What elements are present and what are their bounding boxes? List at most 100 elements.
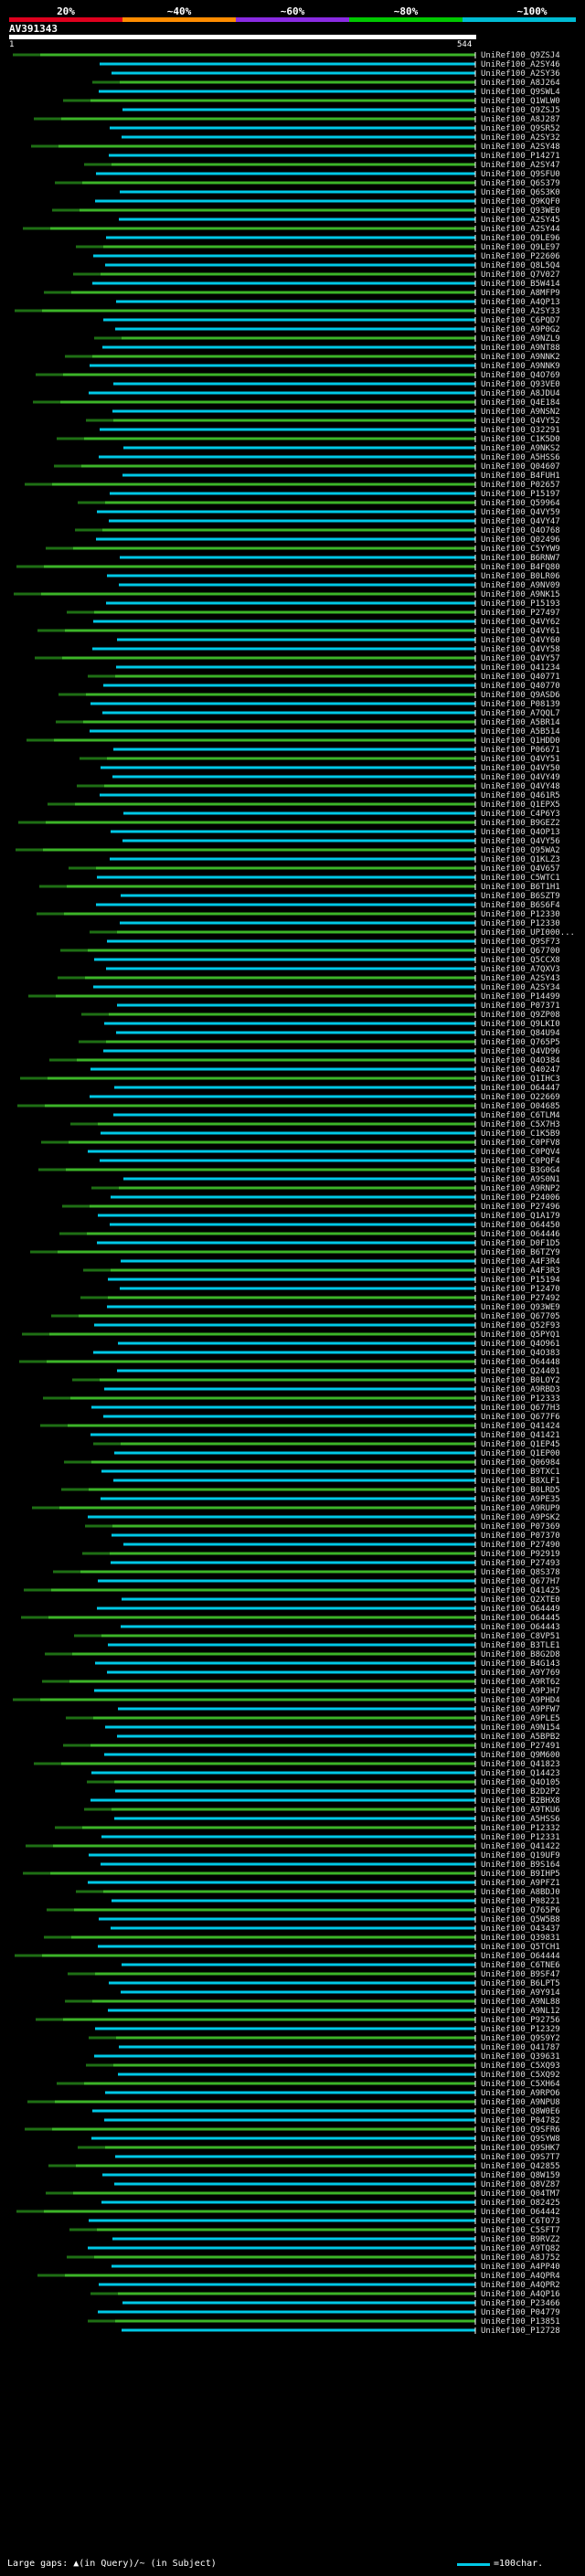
hit-label[interactable]: UniRef100_A9RBD3 — [481, 1385, 560, 1394]
hit-label[interactable]: UniRef100_A5HSS6 — [481, 1815, 560, 1824]
hit-label[interactable]: UniRef100_P13851 — [481, 2317, 560, 2327]
hit-label[interactable]: UniRef100_C6TNE6 — [481, 1961, 560, 1970]
hit-label[interactable]: UniRef100_O64442 — [481, 2208, 560, 2217]
hit-label[interactable]: UniRef100_B6SZT9 — [481, 892, 560, 901]
hit-label[interactable]: UniRef100_Q9S7T7 — [481, 2153, 560, 2162]
hit-label[interactable]: UniRef100_C4P6Y3 — [481, 810, 560, 819]
hit-label[interactable]: UniRef100_C6PQD7 — [481, 316, 560, 325]
hit-label[interactable]: UniRef100_P27491 — [481, 1742, 560, 1751]
hit-label[interactable]: UniRef100_P07371 — [481, 1002, 560, 1011]
hit-label[interactable]: UniRef100_Q4OP13 — [481, 828, 560, 837]
hit-label[interactable]: UniRef100_Q4VY48 — [481, 782, 560, 791]
hit-label[interactable]: UniRef100_B9S164 — [481, 1860, 560, 1870]
hit-label[interactable]: UniRef100_P23466 — [481, 2299, 560, 2308]
hit-label[interactable]: UniRef100_Q52F93 — [481, 1321, 560, 1330]
hit-label[interactable]: UniRef100_B8XLF1 — [481, 1477, 560, 1486]
hit-label[interactable]: UniRef100_B0LOY2 — [481, 1376, 560, 1385]
hit-label[interactable]: UniRef100_P04779 — [481, 2308, 560, 2317]
hit-label[interactable]: UniRef100_Q5PYQ1 — [481, 1330, 560, 1340]
hit-label[interactable]: UniRef100_C0PFV8 — [481, 1139, 560, 1148]
hit-label[interactable]: UniRef100_Q67700 — [481, 947, 560, 956]
hit-label[interactable]: UniRef100_A9NL12 — [481, 2007, 560, 2016]
hit-label[interactable]: UniRef100_O64445 — [481, 1614, 560, 1623]
hit-label[interactable]: UniRef100_P02657 — [481, 481, 560, 490]
hit-label[interactable]: UniRef100_O64443 — [481, 1623, 560, 1632]
hit-label[interactable]: UniRef100_P07369 — [481, 1522, 560, 1532]
hit-label[interactable]: UniRef100_B4G143 — [481, 1659, 560, 1669]
hit-label[interactable]: UniRef100_Q9LKI0 — [481, 1020, 560, 1029]
hit-label[interactable]: UniRef100_Q42855 — [481, 2162, 560, 2171]
hit-label[interactable]: UniRef100_Q8VZ87 — [481, 2180, 560, 2189]
hit-label[interactable]: UniRef100_Q4VY50 — [481, 764, 560, 773]
hit-label[interactable]: UniRef100_A8JDU4 — [481, 389, 560, 398]
hit-label[interactable]: UniRef100_A9PSK2 — [481, 1513, 560, 1522]
hit-label[interactable]: UniRef100_Q6S3K0 — [481, 188, 560, 197]
hit-label[interactable]: UniRef100_A9NZL9 — [481, 334, 560, 344]
hit-label[interactable]: UniRef100_Q04TM7 — [481, 2189, 560, 2199]
hit-label[interactable]: UniRef100_Q9LE96 — [481, 234, 560, 243]
hit-label[interactable]: UniRef100_Q4VY58 — [481, 645, 560, 654]
hit-label[interactable]: UniRef100_Q9SR52 — [481, 124, 560, 133]
hit-label[interactable]: UniRef100_Q4VY57 — [481, 654, 560, 663]
hit-label[interactable]: UniRef100_A9NPU8 — [481, 2098, 560, 2107]
hit-label[interactable]: UniRef100_A2SY36 — [481, 69, 560, 79]
hit-label[interactable]: UniRef100_A9PHD4 — [481, 1696, 560, 1705]
hit-label[interactable]: UniRef100_C0PQF4 — [481, 1157, 560, 1166]
hit-label[interactable]: UniRef100_Q39631 — [481, 2052, 560, 2062]
hit-label[interactable]: UniRef100_B3G0G4 — [481, 1166, 560, 1175]
hit-label[interactable]: UniRef100_Q5CCX8 — [481, 956, 560, 965]
hit-label[interactable]: UniRef100_B4FUH1 — [481, 472, 560, 481]
hit-label[interactable]: UniRef100_A5BR14 — [481, 718, 560, 727]
hit-label[interactable]: UniRef100_Q9SFR6 — [481, 2125, 560, 2135]
hit-label[interactable]: UniRef100_Q1WLW0 — [481, 97, 560, 106]
hit-label[interactable]: UniRef100_A9RUP9 — [481, 1504, 560, 1513]
hit-label[interactable]: UniRef100_A9PFW7 — [481, 1705, 560, 1714]
hit-label[interactable]: UniRef100_C5X7H3 — [481, 1120, 560, 1129]
hit-label[interactable]: UniRef100_B9GEZ2 — [481, 819, 560, 828]
hit-label[interactable]: UniRef100_Q4VY47 — [481, 517, 560, 526]
hit-label[interactable]: UniRef100_A4F3R3 — [481, 1267, 560, 1276]
hit-label[interactable]: UniRef100_B6T1H1 — [481, 883, 560, 892]
hit-label[interactable]: UniRef100_Q1HDD0 — [481, 737, 560, 746]
hit-label[interactable]: UniRef100_C8VP51 — [481, 1632, 560, 1641]
hit-label[interactable]: UniRef100_A2SY47 — [481, 161, 560, 170]
hit-label[interactable]: UniRef100_B9SF47 — [481, 1970, 560, 1979]
hit-label[interactable]: UniRef100_Q84U94 — [481, 1029, 560, 1038]
hit-label[interactable]: UniRef100_Q4O961 — [481, 1340, 560, 1349]
hit-label[interactable]: UniRef100_Q24401 — [481, 1367, 560, 1376]
hit-label[interactable]: UniRef100_Q1EP00 — [481, 1449, 560, 1458]
hit-label[interactable]: UniRef100_Q1KLZ3 — [481, 855, 560, 864]
hit-label[interactable]: UniRef100_O04685 — [481, 1102, 560, 1111]
hit-label[interactable]: UniRef100_A5B514 — [481, 727, 560, 737]
hit-label[interactable]: UniRef100_Q5W5B8 — [481, 1915, 560, 1924]
hit-label[interactable]: UniRef100_B2D2P2 — [481, 1787, 560, 1797]
hit-label[interactable]: UniRef100_Q93WE9 — [481, 1303, 560, 1312]
hit-label[interactable]: UniRef100_A2SY33 — [481, 307, 560, 316]
hit-label[interactable]: UniRef100_Q02496 — [481, 535, 560, 545]
hit-label[interactable]: UniRef100_A9Y914 — [481, 1988, 560, 1998]
hit-label[interactable]: UniRef100_A7QXV3 — [481, 965, 560, 974]
hit-label[interactable]: UniRef100_P24006 — [481, 1193, 560, 1203]
hit-label[interactable]: UniRef100_P07370 — [481, 1532, 560, 1541]
hit-label[interactable]: UniRef100_A2SY46 — [481, 60, 560, 69]
hit-label[interactable]: UniRef100_Q9ZP08 — [481, 1011, 560, 1020]
hit-label[interactable]: UniRef100_C5WTC1 — [481, 874, 560, 883]
hit-label[interactable]: UniRef100_Q8L5Q4 — [481, 261, 560, 270]
hit-label[interactable]: UniRef100_B9IHP5 — [481, 1870, 560, 1879]
hit-label[interactable]: UniRef100_Q93WE0 — [481, 207, 560, 216]
hit-label[interactable]: UniRef100_Q9SHK7 — [481, 2144, 560, 2153]
hit-label[interactable]: UniRef100_B8G2D8 — [481, 1650, 560, 1659]
hit-label[interactable]: UniRef100_A2SY43 — [481, 974, 560, 983]
hit-label[interactable]: UniRef100_O64449 — [481, 1605, 560, 1614]
hit-label[interactable]: UniRef100_A8BDJ0 — [481, 1888, 560, 1897]
hit-label[interactable]: UniRef100_Q41422 — [481, 1842, 560, 1851]
hit-label[interactable]: UniRef100_B5W414 — [481, 280, 560, 289]
hit-label[interactable]: UniRef100_A9Y769 — [481, 1669, 560, 1678]
hit-label[interactable]: UniRef100_A9NK15 — [481, 590, 560, 599]
hit-label[interactable]: UniRef100_P15197 — [481, 490, 560, 499]
hit-label[interactable]: UniRef100_Q41421 — [481, 1431, 560, 1440]
hit-label[interactable]: UniRef100_P22606 — [481, 252, 560, 261]
hit-label[interactable]: UniRef100_Q32291 — [481, 426, 560, 435]
hit-label[interactable]: UniRef100_B0LRD5 — [481, 1486, 560, 1495]
hit-label[interactable]: UniRef100_P14271 — [481, 152, 560, 161]
